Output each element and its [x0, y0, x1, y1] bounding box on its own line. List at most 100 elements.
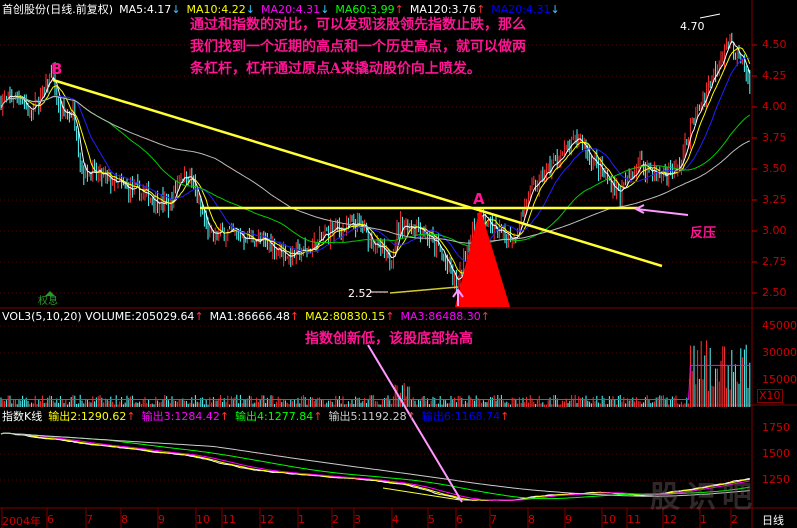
month-tick-label: 2: [332, 513, 339, 526]
price-tick-label: 3.50: [762, 162, 787, 175]
month-tick-label: 10: [602, 513, 616, 526]
ma20-line: [0, 57, 751, 263]
indicator-label: 指数K线: [2, 410, 43, 423]
index-header: 指数K线 输出2:1290.62↑ 输出3:1284.42↑ 输出4:1277.84↑…: [2, 410, 521, 423]
month-tick-label: 4: [392, 513, 399, 526]
arrow-up-icon: ↑: [194, 310, 204, 323]
ex-rights-marker[interactable]: 权息: [38, 296, 58, 307]
price-tick-label: 4.50: [762, 38, 787, 51]
month-tick-label: 6: [456, 513, 463, 526]
indicator-label: MA20:4.31: [491, 3, 551, 16]
price-tick-label: 3.00: [762, 224, 787, 237]
price-tick-label: 3.25: [762, 193, 787, 206]
arrow-up-icon: ↑: [289, 310, 300, 323]
volume-scale-label: X10: [757, 389, 783, 403]
index-line-5: [0, 432, 750, 497]
indicator-value: 输出4:1277.84↑: [235, 410, 322, 423]
indicator-label: MA60:3.99: [335, 3, 395, 16]
month-tick-label: 1: [700, 513, 707, 526]
resistance-arrow: [635, 208, 689, 216]
volume-ma-line: [1, 364, 750, 400]
month-tick-label: 8: [121, 513, 128, 526]
arrow-down-icon: ↓: [171, 3, 181, 16]
indicator-value: VOL3(5,10,20) VOLUME:205029.64↑: [2, 310, 204, 323]
price-tick-label: 4.25: [762, 69, 787, 82]
arrow-down-icon: ↓: [550, 3, 560, 16]
indicator-value: 输出2:1290.62↑: [48, 410, 135, 423]
month-tick-label: 12: [663, 513, 677, 526]
arrow-up-icon: ↑: [394, 3, 404, 16]
period-label[interactable]: 日线: [762, 514, 784, 527]
index-trend-line: [382, 487, 461, 501]
arrow-up-icon: ↑: [313, 410, 323, 423]
month-tick-label: 1: [298, 513, 305, 526]
indicator-label: MA120:3.76: [409, 3, 477, 16]
indicator-label: VOL3(5,10,20) VOLUME:205029.64: [2, 310, 195, 323]
price-header: 首创股份(日线.前复权) MA5:4.17↓ MA10:4.22↓ MA20:4.31…: [2, 3, 572, 16]
indicator-label: MA1:86666.48: [209, 310, 290, 323]
indicator-label: 输出2:1290.62: [48, 410, 127, 423]
note-line: 我们找到一个近期的高点和一个历史高点，就可以做两: [190, 39, 526, 55]
index-line-3: [0, 432, 750, 501]
price-tick-label: 2.75: [762, 255, 787, 268]
arrow-down-icon: ↓: [245, 3, 255, 16]
month-tick-label: 11: [627, 513, 641, 526]
trend-line-b: [52, 78, 663, 268]
indicator-value: MA120:3.76↑: [410, 3, 485, 16]
month-tick-label: 5: [428, 513, 435, 526]
month-tick-label: 7: [86, 513, 93, 526]
month-tick-label: 8: [528, 513, 535, 526]
pivot-triangle: [455, 208, 510, 307]
month-tick-label: 10: [196, 513, 210, 526]
annotation-note-top: 通过和指数的对比，可以发现该股领先指数止跌，那么 我们找到一个近期的高点和一个历…: [190, 14, 526, 80]
arrow-head-icon: [452, 288, 464, 298]
index-tick-label: 1750: [762, 421, 790, 434]
index-pointer-line: [367, 344, 463, 503]
month-tick-label: 3: [354, 513, 361, 526]
volume-tick-label: 30000: [762, 346, 797, 359]
index-tick-label: 1500: [762, 447, 790, 460]
arrow-down-icon: ↓: [320, 3, 330, 16]
stock-title: 首创股份(日线.前复权): [2, 3, 114, 16]
ma10-line: [0, 47, 751, 274]
ma60-line: [0, 95, 751, 247]
arrow-up-icon: ↑: [500, 410, 510, 423]
indicator-value: MA2:80830.15↑: [305, 310, 394, 323]
indicator-label: MA3:86488.30: [400, 310, 481, 323]
indicator-label: 输出5:1192.28: [328, 410, 407, 423]
ma5-line: [0, 40, 751, 281]
volume-tick-label: 15000: [762, 373, 797, 386]
annotation-note-index: 指数创新低，该股底部抬高: [305, 331, 473, 347]
indicator-label: 输出3:1284.42: [141, 410, 220, 423]
indicator-value: 输出5:1192.28↑: [328, 410, 415, 423]
indicator-label: MA5:4.17: [119, 3, 172, 16]
price-tick-label: 2.50: [762, 286, 787, 299]
month-tick-label: 9: [565, 513, 572, 526]
arrow-up-icon: ↑: [126, 410, 136, 423]
price-tick-label: 3.75: [762, 131, 787, 144]
resistance-label: 反压: [690, 226, 717, 241]
point-a-label: A: [473, 190, 485, 208]
low-price-label: 2.52: [348, 287, 373, 300]
indicator-label: 输出6:1168.74: [421, 410, 501, 423]
arrow-up-icon: ↑: [476, 3, 486, 16]
high-price-label: 4.70: [680, 20, 705, 33]
note-line: 条杠杆，杠杆通过原点A来撬动股价向上喷发。: [190, 61, 481, 77]
indicator-value: 指数K线: [2, 410, 42, 423]
arrow-head-icon: [633, 204, 645, 214]
low-support-line: [389, 286, 459, 294]
indicator-value: MA5:4.17↓: [119, 3, 180, 16]
indicator-label: MA2:80830.15: [305, 310, 386, 323]
point-b-label: B: [51, 60, 63, 78]
indicator-value: MA10:4.22↓: [187, 3, 255, 16]
indicator-value: MA3:86488.30↑: [401, 310, 490, 323]
month-tick-label: 12: [260, 513, 274, 526]
month-tick-label: 11: [222, 513, 236, 526]
indicator-value: MA60:3.99↑: [335, 3, 403, 16]
note-line: 通过和指数的对比，可以发现该股领先指数止跌，那么: [190, 17, 526, 33]
indicator-label: MA20:4.31: [260, 3, 321, 16]
indicator-value: MA20:4.31↓: [261, 3, 329, 16]
